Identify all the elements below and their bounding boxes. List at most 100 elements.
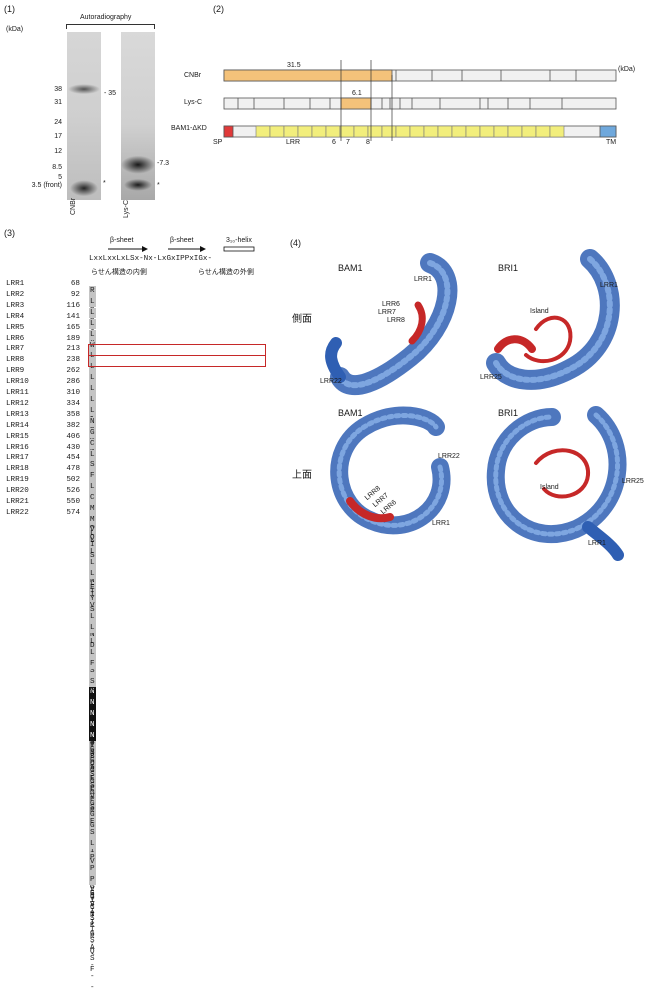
- residue: S: [90, 551, 95, 560]
- lrr-start: 310: [66, 389, 80, 397]
- residue: L: [89, 296, 96, 308]
- lrr-start: 116: [66, 301, 80, 310]
- lrr-start: 165: [66, 323, 80, 332]
- residue: L: [89, 536, 96, 547]
- jp-outer-label: らせん構造の外側: [198, 269, 254, 276]
- lrr-start: 141: [66, 312, 80, 321]
- marker-17: 17: [54, 133, 62, 140]
- panel4-label: (4): [290, 238, 301, 248]
- ann-bri1-side-island: Island: [530, 308, 549, 315]
- domain-label-sp: SP: [213, 139, 223, 146]
- top-view-label: 上面: [292, 470, 312, 481]
- ann-bam1-side-lrr8: LRR8: [387, 317, 405, 324]
- residue: P: [89, 874, 96, 886]
- residue: W: [89, 340, 96, 351]
- residue: Y: [90, 695, 95, 704]
- autoradiography-header: Autoradiography: [80, 14, 132, 21]
- residue: L: [89, 482, 96, 493]
- residue: F: [89, 471, 96, 482]
- gel-lane-lysc: [121, 32, 155, 200]
- panel3-label: (3): [4, 228, 15, 238]
- residue: F: [89, 658, 96, 670]
- residue: L: [89, 329, 96, 341]
- panel2-unit: (kDa): [618, 66, 636, 73]
- residue: -: [90, 767, 95, 776]
- fragment-label-31-5: 31.5: [287, 62, 301, 69]
- domain-label-7: 7: [346, 139, 350, 146]
- residue: L: [89, 373, 96, 384]
- residue: -: [90, 713, 95, 722]
- lrr-name: LRR18: [6, 465, 29, 474]
- lrr-name: LRR13: [6, 410, 29, 419]
- residue: S: [90, 803, 95, 812]
- ann-bam1-side-lrr22: LRR22: [320, 378, 342, 385]
- band-label-35: - 35: [104, 90, 117, 97]
- residue: N: [89, 730, 96, 742]
- feature-beta-sheet-1: β-sheet: [110, 237, 134, 244]
- residue: G: [90, 821, 95, 830]
- residue: L: [89, 384, 96, 395]
- lrr-start: 92: [70, 290, 80, 299]
- residue: C: [89, 438, 96, 450]
- side-view-label: 側面: [292, 314, 312, 325]
- band-label-7-3: -7.3: [157, 160, 170, 167]
- lrr-name: LRR9: [6, 367, 25, 376]
- marker-38: 38: [54, 86, 62, 93]
- ann-bri1-top-lrr1: LRR1: [588, 540, 606, 547]
- lrr-start: 406: [66, 432, 80, 441]
- lrr-name: LRR2: [6, 290, 25, 299]
- ann-bam1-top-lrr22: LRR22: [438, 453, 460, 460]
- lrr-name: LRR15: [6, 432, 29, 441]
- residue: L: [89, 838, 96, 850]
- panel2-label: (2): [213, 4, 224, 14]
- residue: L: [89, 568, 96, 580]
- lrr-name: LRR14: [6, 421, 29, 430]
- feature-beta-sheet-2: β-sheet: [170, 237, 194, 244]
- ann-bri1-side-lrr25: LRR25: [480, 374, 502, 381]
- lrr-name: LRR19: [6, 476, 29, 485]
- domain-label-tm: TM: [606, 139, 617, 146]
- lrr-start: 286: [66, 378, 80, 387]
- marker-8-5: 8.5: [52, 164, 62, 171]
- lrr-start: 478: [66, 465, 80, 474]
- lrr-name: LRR8: [6, 356, 25, 365]
- residue: L: [90, 785, 95, 794]
- marker-31: 31: [54, 99, 62, 106]
- domain-label-6: 6: [332, 139, 336, 146]
- lrr-name: LRR16: [6, 443, 29, 452]
- residue: S: [89, 460, 96, 471]
- residue: Q: [90, 533, 95, 542]
- lrr-name: LRR20: [6, 487, 29, 496]
- residue: N: [90, 749, 95, 758]
- residue: L: [89, 405, 96, 417]
- lrr-start: 358: [66, 410, 80, 419]
- lrr-start: 550: [66, 498, 80, 506]
- residue: L: [89, 449, 96, 460]
- protein-structures: [325, 249, 627, 561]
- residue: L: [89, 622, 96, 634]
- residue: L: [90, 530, 95, 539]
- residue: N: [89, 416, 96, 428]
- residue: L: [89, 362, 96, 373]
- struct-title-bam1-top: BAM1: [338, 408, 363, 418]
- lrr-name: LRR3: [6, 301, 25, 310]
- residue: I: [90, 541, 95, 549]
- residue: F: [90, 965, 95, 974]
- row-label-lysc: Lys-C: [184, 99, 203, 106]
- row-label-cnbr: CNBr: [184, 72, 202, 79]
- residue: L: [89, 318, 96, 330]
- lrr-start: 430: [66, 443, 80, 452]
- residue: S: [90, 605, 95, 614]
- marker-24: 24: [54, 119, 62, 126]
- lrr-start: 382: [66, 421, 80, 430]
- row-label-bam1: BAM1-ΔKD: [171, 125, 207, 132]
- lane-label-cnbr: CNBr: [70, 197, 77, 215]
- residue: L: [89, 351, 96, 362]
- residue: -: [90, 983, 95, 992]
- residue: C: [89, 493, 96, 504]
- lrr-name: LRR4: [6, 312, 25, 321]
- lrr-name: LRR1: [6, 280, 25, 288]
- residue: G: [89, 427, 96, 439]
- feature-3-10-helix: 3₁₀-helix: [226, 237, 252, 244]
- lrr-name: LRR6: [6, 334, 25, 343]
